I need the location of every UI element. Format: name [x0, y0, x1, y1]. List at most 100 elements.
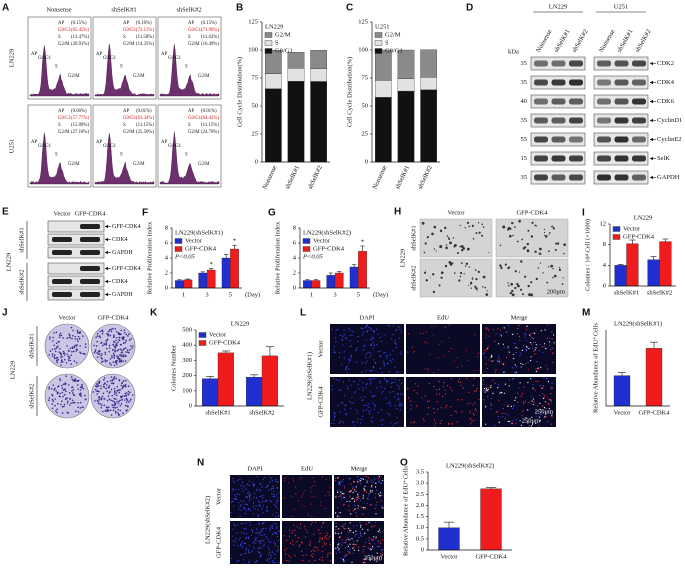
cell [494, 371, 496, 373]
cell [375, 538, 377, 540]
cell [263, 545, 265, 547]
cell [360, 535, 362, 538]
cell [396, 408, 398, 410]
cell [373, 543, 375, 545]
cell [268, 540, 270, 543]
cell [276, 535, 278, 538]
chart-title: LN229(shSelK#2) [446, 462, 494, 469]
colony [514, 286, 517, 290]
cell [392, 390, 394, 392]
peak-label: G2/M [133, 162, 145, 167]
colony [75, 410, 77, 413]
colony [522, 293, 524, 296]
colony [108, 384, 111, 387]
stat-value: (0.16%) [136, 21, 152, 26]
colony [92, 391, 95, 393]
colony [51, 398, 54, 401]
cell [423, 420, 425, 422]
cell [512, 378, 515, 380]
colony [424, 271, 427, 274]
lane-label: shSelK#2 [634, 28, 653, 53]
colony [58, 334, 61, 337]
cell [248, 544, 251, 546]
cell [247, 492, 249, 494]
colony [51, 407, 54, 410]
cell [365, 491, 367, 493]
cell [517, 347, 519, 350]
cell [261, 528, 263, 530]
colony [552, 268, 554, 270]
cell [436, 389, 438, 391]
cell [519, 339, 521, 341]
cell [527, 409, 529, 411]
cell [270, 477, 272, 479]
cell [353, 425, 355, 427]
colony [52, 340, 54, 342]
cell [398, 337, 400, 339]
cell [285, 547, 288, 549]
cell [485, 334, 487, 336]
cell [379, 540, 381, 542]
cell [333, 414, 335, 416]
colony [63, 354, 66, 356]
cell [357, 341, 359, 343]
stat-value: (11.15%) [136, 123, 154, 128]
colony [107, 409, 110, 412]
cell [410, 422, 412, 424]
colony [52, 400, 55, 402]
stat-value: (24.70%) [201, 130, 219, 135]
colony [94, 350, 97, 353]
cell [334, 479, 336, 482]
colony [98, 399, 100, 401]
cell [327, 538, 329, 540]
cell [265, 510, 267, 512]
colony [61, 400, 63, 403]
cell [362, 487, 365, 489]
colony [535, 277, 538, 281]
colony [132, 345, 134, 347]
cell [524, 400, 527, 402]
cell [457, 380, 459, 383]
cell [344, 395, 346, 397]
cell [546, 347, 548, 349]
cell [375, 513, 377, 515]
colony [125, 401, 128, 403]
cell [503, 392, 505, 394]
cell [348, 368, 350, 370]
cell [360, 419, 362, 421]
cell [500, 335, 502, 337]
cell [376, 560, 378, 562]
y-tick-label: 1.5 [416, 513, 424, 520]
cell [526, 347, 529, 349]
cell [442, 395, 444, 398]
colony [80, 352, 82, 355]
cell [540, 408, 542, 411]
stat-value: (63.34%) [136, 116, 154, 121]
cell [542, 351, 544, 353]
colony [517, 284, 520, 288]
cell [372, 378, 374, 380]
cell [550, 386, 553, 388]
cell [518, 387, 520, 389]
colony [98, 350, 101, 353]
cell [346, 554, 348, 556]
colony [105, 343, 108, 346]
cell [340, 480, 342, 482]
cell [343, 408, 345, 410]
colony [96, 393, 98, 395]
cell [259, 556, 261, 558]
colony [466, 221, 470, 224]
cell [512, 420, 514, 422]
cell [240, 500, 242, 502]
legend-swatch [374, 32, 383, 38]
cell [348, 359, 350, 361]
cell [249, 521, 251, 523]
arrow-head [650, 99, 653, 104]
cell [516, 365, 518, 368]
cell [269, 500, 271, 502]
cell [333, 346, 335, 348]
colony [54, 348, 56, 350]
cell [543, 385, 545, 387]
cell [337, 404, 339, 406]
stat-value: (25.50%) [136, 130, 154, 135]
